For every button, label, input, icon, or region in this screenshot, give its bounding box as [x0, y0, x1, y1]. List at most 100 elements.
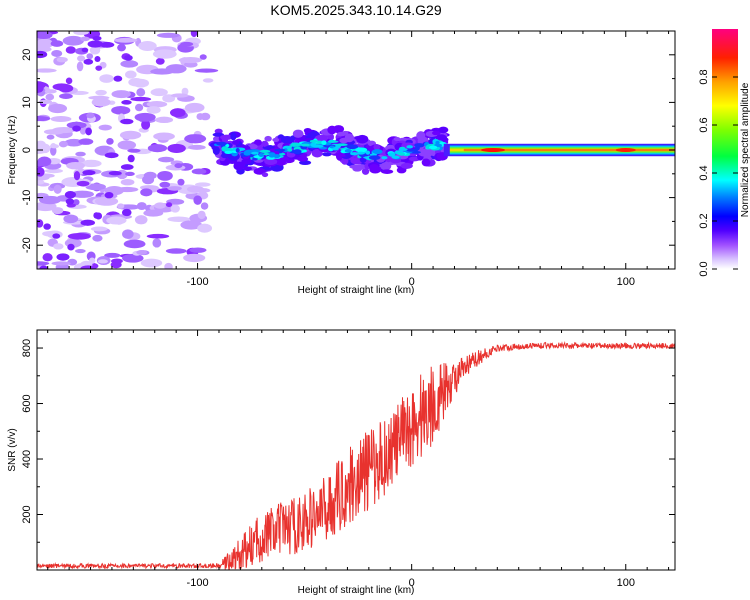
spectrogram-burst-blob [212, 132, 225, 137]
spectrogram-noise-blob [195, 182, 211, 187]
spectrogram-noise-blob [106, 137, 114, 145]
spectrogram-noise-blob [87, 40, 104, 48]
spectrogram-noise-blob [65, 77, 73, 85]
snr-frame [36, 329, 676, 571]
spectrogram-burst-core [435, 140, 440, 145]
snr-y-ticks: 200 400 600 800 [21, 339, 675, 543]
spectrogram-noise-blob [134, 215, 148, 225]
spectrogram-burst-blob [432, 130, 440, 136]
spectrogram-noise-blob [78, 138, 94, 145]
spectrogram-noise-blob [86, 112, 95, 119]
spectrogram-noise-blob [122, 253, 144, 263]
spectrogram-y-ticks: -20 -10 0 10 20 [21, 30, 675, 270]
spectrogram-noise-blob [62, 35, 84, 46]
spectrogram-burst-core [428, 145, 438, 150]
spectrogram-noise-blob [37, 38, 54, 49]
spectrogram-burst-core [415, 145, 420, 151]
spectrogram-noise-blob [53, 243, 64, 250]
spectrogram-noise-blob [136, 88, 146, 97]
spectrogram-burst-core [221, 146, 229, 152]
spectrogram-noise-blob [73, 170, 81, 181]
spectrogram-noise-blob [111, 106, 131, 115]
spectrogram-burst-core [300, 143, 311, 147]
spectrogram-noise-blob [138, 41, 157, 51]
spectrogram-burst-blob [322, 152, 332, 157]
spectrogram-burst-blob [280, 135, 294, 144]
spectrogram-noise-blob [99, 74, 114, 83]
spectrogram-noise-blob [50, 115, 72, 123]
spectrogram-noise-blob [134, 112, 156, 122]
spectrogram-noise-blob [76, 180, 90, 187]
spectrogram-noise-blob [177, 178, 185, 186]
spectrogram-noise-blob [130, 96, 152, 102]
spectrogram-burst-blob [373, 144, 381, 150]
snr-y-tick-label: 800 [21, 339, 33, 357]
spectrogram-noise-blob [44, 89, 57, 94]
spectrogram-noise-blob [37, 68, 57, 73]
spectrogram-burst-core [332, 147, 339, 151]
spectrogram-noise-blob [141, 119, 151, 130]
spectrogram-noise-blob [123, 239, 146, 249]
spectrogram-y-tick-label: -10 [21, 190, 33, 206]
spectrogram-burst-blob [272, 137, 280, 142]
spectrogram-burst-core [216, 141, 227, 146]
spectrogram-burst-core [346, 144, 359, 150]
spectrogram-burst-blob [264, 158, 278, 165]
spectrogram-noise-blob [180, 41, 194, 47]
spectrogram-noise-blob [132, 78, 150, 88]
spectrogram-burst-core [350, 152, 359, 156]
spectrogram-noise-blob [196, 188, 211, 193]
spectrogram-carrier-peak [481, 148, 506, 152]
spectrogram-noise-blob [167, 186, 182, 191]
snr-x-ticks: -100 0 100 [47, 330, 670, 589]
spectrogram-noise-blob [120, 60, 139, 68]
spectrogram-burst-core [406, 148, 419, 152]
spectrogram-noise-blob [184, 134, 207, 144]
spectrogram-noise-blob [110, 261, 122, 269]
spectrogram-noise-blob [88, 257, 96, 264]
snr-x-tick-label: 0 [409, 577, 415, 589]
spectrogram-noise-blob [104, 152, 119, 159]
snr-x-label: Height of straight line (km) [298, 585, 415, 596]
spectrogram-noise-blob [127, 154, 135, 163]
spectrogram-burst-blob [361, 167, 370, 175]
spectrogram-burst-blob [241, 158, 252, 165]
spectrogram-noise-blob [200, 202, 209, 210]
spectrogram-noise-blob [150, 88, 168, 97]
spectrogram-burst-core [251, 151, 259, 155]
spectrogram-noise-blob [156, 32, 180, 38]
spectrogram-noise-blob [120, 178, 135, 186]
spectrogram-noise-blob [73, 31, 89, 36]
spectrogram-noise-blob [147, 144, 168, 153]
spectrogram-noise-blob [113, 75, 123, 82]
spectrogram-noise-blob [76, 61, 84, 72]
spectrogram-noise-blob [37, 180, 45, 185]
spectrogram-noise-blob [81, 159, 102, 168]
snr-panel: -100 0 100 200 400 600 800 Height of straight… [7, 329, 676, 596]
spectrogram-noise-blob [37, 31, 53, 39]
colorbar-label: Normalized spectral amplitude [740, 82, 750, 217]
spectrogram-burst-blob [303, 127, 312, 134]
spectrogram-noise-blob [125, 70, 137, 79]
spectrogram-noise-blob [65, 46, 76, 54]
spectrogram-noise-blob [67, 243, 75, 251]
spectrogram-noise-blob [202, 78, 214, 83]
spectrogram-burst-core [356, 151, 366, 155]
snr-series-line [37, 340, 675, 570]
spectrogram-noise-blob [197, 210, 206, 220]
spectrogram-noise-blob [188, 144, 206, 150]
snr-plot-area [37, 330, 675, 570]
spectrogram-noise-blob [86, 53, 94, 60]
spectrogram-noise-blob [81, 47, 89, 53]
spectrogram-noise-blob [127, 148, 141, 153]
spectrogram-noise-blob [44, 168, 64, 174]
spectrogram-noise-blob [124, 54, 133, 61]
spectrogram-noise-blob [58, 140, 68, 148]
spectrogram-noise-blob [42, 253, 53, 262]
spectrogram-noise-blob [43, 129, 65, 135]
spectrogram-burst-blob [311, 149, 323, 158]
spectrogram-noise-blob [91, 97, 111, 107]
spectrogram-burst-blob [339, 137, 349, 144]
